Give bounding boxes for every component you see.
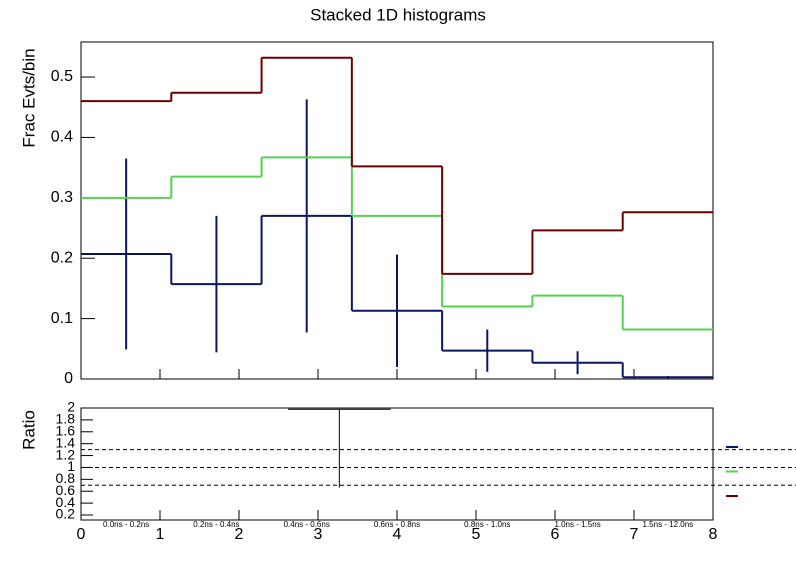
y-tick-label: 0.3 — [51, 189, 73, 206]
x-tick-label: 2 — [235, 526, 244, 543]
ratio-y-tick-label: 1.6 — [56, 422, 76, 438]
ratio-y-tick-label: 1.8 — [56, 411, 76, 427]
ratio-y-tick-label: 2 — [67, 399, 75, 415]
y-axis-label: Frac Evts/bin — [19, 48, 38, 147]
bin-label: 0.4ns - 0.6ns — [284, 520, 330, 529]
bin-label: 0.2ns - 0.4ns — [193, 520, 239, 529]
x-tick-label: 6 — [551, 526, 560, 543]
ratio-y-tick-label: 0.2 — [56, 506, 76, 522]
bin-label: 1.5ns - 12.0ns — [643, 520, 694, 529]
bin-label: 0.0ns - 0.2ns — [103, 520, 149, 529]
bin-label: 0.8ns - 1.0ns — [464, 520, 510, 529]
y-tick-label: 0.4 — [51, 129, 73, 146]
x-tick-label: 3 — [314, 526, 323, 543]
ratio-y-tick-label: 1.2 — [56, 446, 76, 462]
x-tick-label: 0 — [77, 526, 86, 543]
ratio-y-tick-label: 0.4 — [56, 494, 76, 510]
chart-title: Stacked 1D histograms — [310, 5, 486, 24]
ratio-y-tick-label: 0.6 — [56, 482, 76, 498]
y-tick-label: 0.2 — [51, 249, 73, 266]
x-tick-label: 8 — [709, 526, 718, 543]
y-tick-label: 0.1 — [51, 310, 73, 327]
bin-label: 0.6ns - 0.8ns — [374, 520, 420, 529]
y-tick-label: 0.5 — [51, 68, 73, 85]
x-tick-label: 1 — [156, 526, 165, 543]
x-tick-label: 7 — [630, 526, 639, 543]
ratio-y-tick-label: 1 — [67, 458, 75, 474]
ratio-y-tick-label: 0.8 — [56, 470, 76, 486]
bin-label: 1.0ns - 1.5ns — [554, 520, 600, 529]
x-tick-label: 5 — [472, 526, 481, 543]
x-tick-label: 4 — [393, 526, 402, 543]
ratio-axis-label: Ratio — [19, 410, 38, 450]
y-tick-label: 0 — [64, 370, 73, 387]
ratio-y-tick-label: 1.4 — [56, 434, 76, 450]
